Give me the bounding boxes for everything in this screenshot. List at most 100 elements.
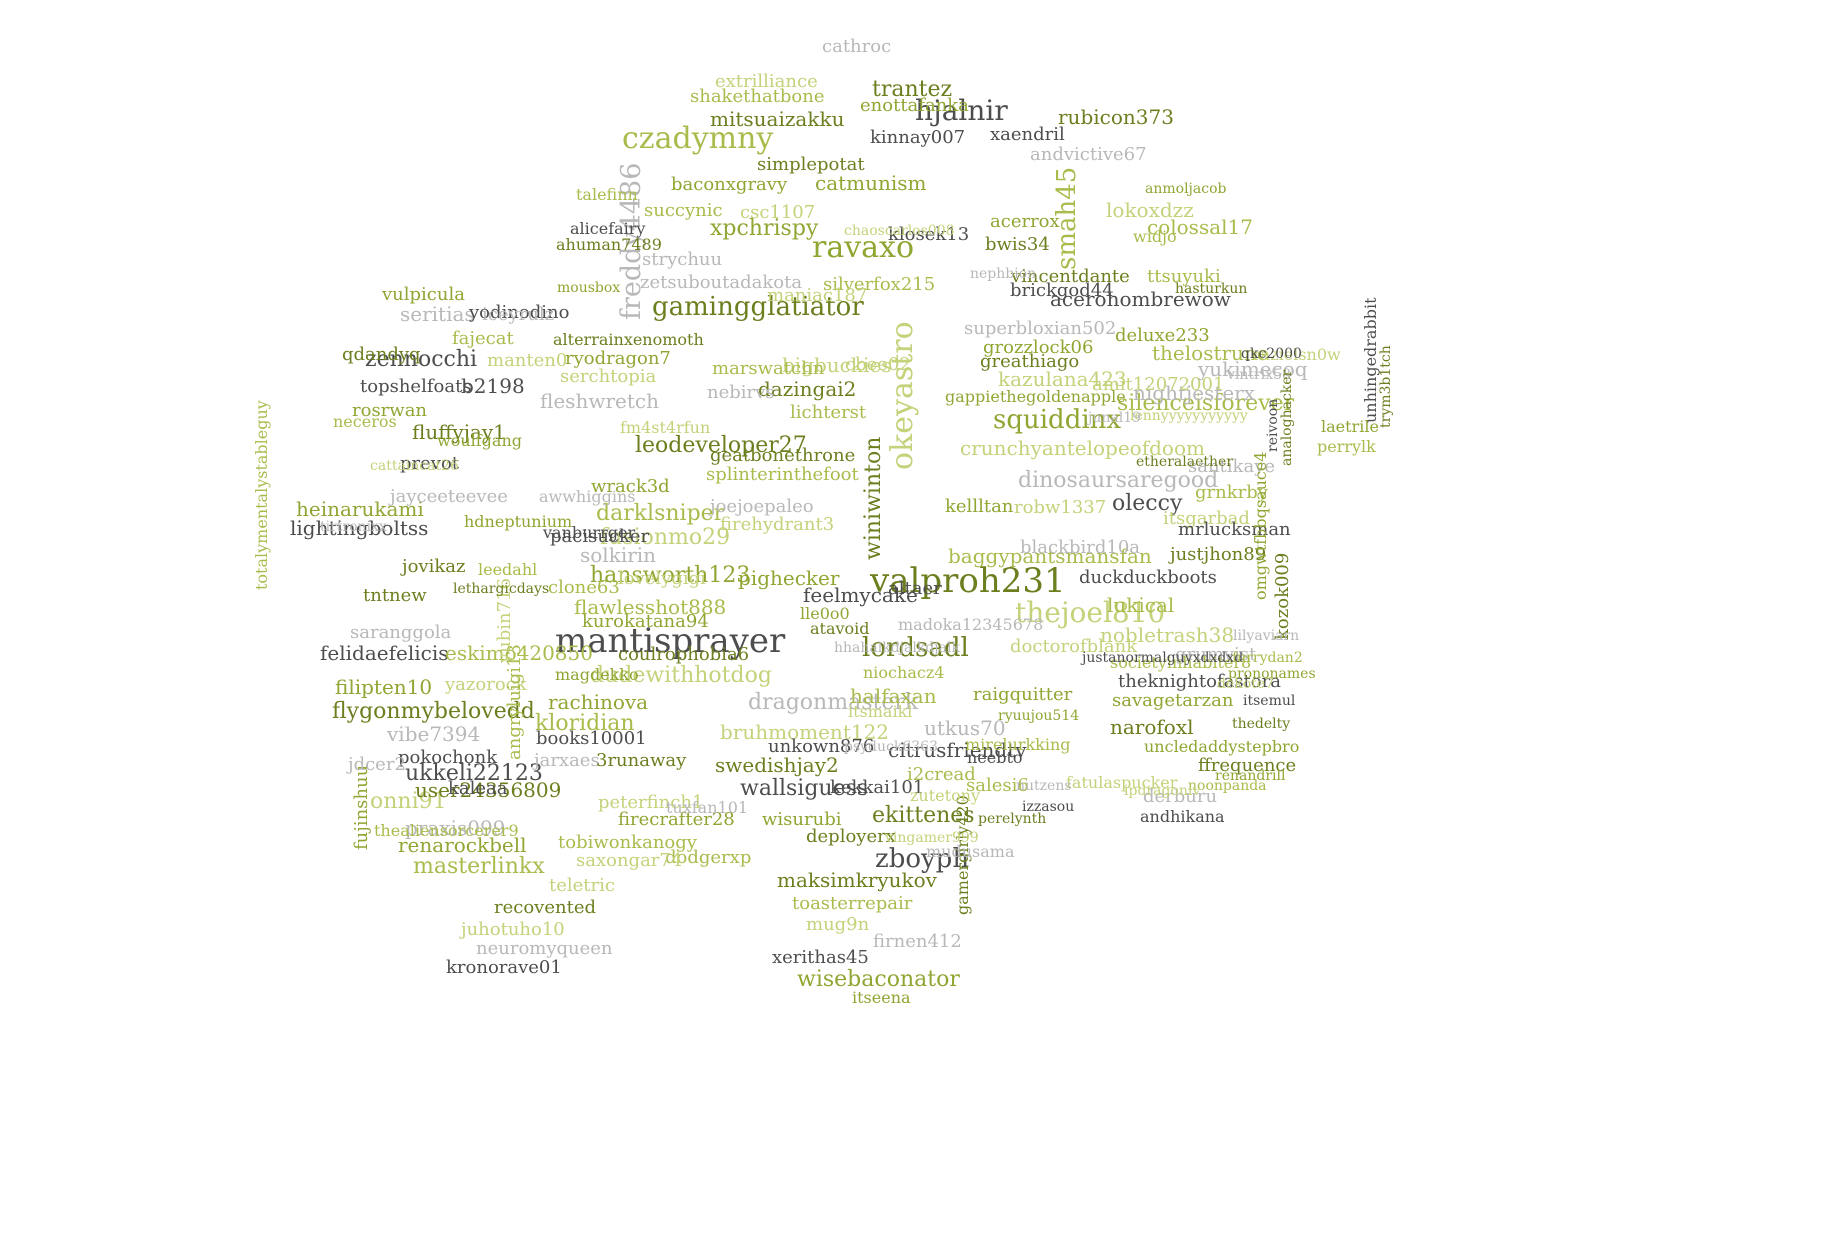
cloud-word: fm4st4rfun xyxy=(620,418,710,437)
cloud-word: filipten10 xyxy=(335,675,432,699)
cloud-word: lennyyyyyyyyyyy xyxy=(1130,408,1248,424)
cloud-word: pacisucker xyxy=(550,526,650,547)
cloud-word: junal19 xyxy=(1086,410,1141,426)
cloud-word: valproh231 xyxy=(869,561,1066,601)
cloud-word: kronorave01 xyxy=(446,957,562,978)
cloud-word: klosek13 xyxy=(888,224,969,245)
cloud-word: simplepotat xyxy=(757,154,865,175)
cloud-word: mudusama xyxy=(926,842,1015,861)
cloud-word: czadymny xyxy=(622,121,773,156)
cloud-word: teletric xyxy=(549,875,615,896)
cloud-word: unkown876 xyxy=(768,736,874,757)
cloud-word: heinarukami xyxy=(296,497,424,521)
cloud-word: bruhmoment122 xyxy=(720,720,889,744)
cloud-word: leodeveloper27 xyxy=(635,433,807,458)
cloud-word: renarockbell xyxy=(398,833,527,857)
cloud-word: cbee02 xyxy=(845,354,911,375)
cloud-word: zboyph xyxy=(875,844,969,874)
cloud-word: darklsniper xyxy=(596,501,725,526)
cloud-word: csc1107 xyxy=(740,202,815,223)
cloud-word: grnkrby xyxy=(1195,482,1269,503)
cloud-word: amit12072001 xyxy=(1092,374,1224,395)
cloud-word: mousbox xyxy=(557,280,620,296)
cloud-word: tntnew xyxy=(363,585,427,606)
cloud-word: reivoon xyxy=(1265,399,1281,452)
cloud-word: izzasou xyxy=(1022,799,1074,815)
cloud-word: lovelygigi xyxy=(618,568,706,589)
cloud-word: superbloxian502 xyxy=(964,318,1116,339)
cloud-word: rubicon373 xyxy=(1058,105,1174,129)
cloud-word: ffrequence xyxy=(1198,755,1296,776)
cloud-word: ryuujou514 xyxy=(998,708,1079,724)
cloud-word: tuxfan101 xyxy=(666,798,748,817)
cloud-word: blackbird10a xyxy=(1020,537,1140,558)
cloud-word: lukical xyxy=(1107,593,1174,617)
cloud-word: salesi6 xyxy=(966,775,1029,796)
cloud-word: brickgod44 xyxy=(1010,280,1114,301)
cloud-word: feelmycake xyxy=(803,583,918,607)
cloud-word: 3runaway xyxy=(596,750,687,771)
cloud-word: wallsiguess xyxy=(740,776,868,801)
cloud-word: duckduckboots xyxy=(1079,567,1217,588)
cloud-word: mug9n xyxy=(806,914,870,935)
cloud-word: oleccy xyxy=(1112,491,1183,516)
cloud-word: ahuman7489 xyxy=(556,235,662,254)
cloud-word: firnen412 xyxy=(873,931,962,952)
cloud-word: madoka12345678 xyxy=(898,615,1043,634)
cloud-word: acerohombrewow xyxy=(1050,287,1231,311)
cloud-word: masterlinkx xyxy=(413,854,545,879)
cloud-word: grumvist xyxy=(1175,644,1257,665)
cloud-word: vanburrger xyxy=(542,523,635,542)
cloud-word: kloridian xyxy=(535,711,635,736)
cloud-word: chaoscarlos008 xyxy=(844,223,955,239)
cloud-word: saranggola xyxy=(350,622,452,643)
cloud-word: ravaxo xyxy=(812,230,914,265)
cloud-word: seritias xyxy=(400,302,475,326)
cloud-word: marswatchn xyxy=(712,358,825,379)
cloud-word: flawlesshot888 xyxy=(574,595,726,619)
cloud-word: xaendril xyxy=(990,124,1065,145)
cloud-word: vulpicula xyxy=(381,284,465,305)
cloud-word: anmoljacob xyxy=(1145,181,1227,197)
cloud-word: thejoel810 xyxy=(1015,596,1165,629)
cloud-word: zutetony xyxy=(910,786,980,805)
cloud-word: xpchrispy xyxy=(710,216,819,241)
cloud-word: flygonmybelovedd xyxy=(332,699,535,724)
cloud-word: serchtopia xyxy=(560,366,657,387)
cloud-word: nutzens xyxy=(1016,778,1072,794)
cloud-word: strychuu xyxy=(642,249,722,270)
cloud-word: neebto xyxy=(967,748,1023,767)
cloud-word: totalymentalystableguy xyxy=(252,400,271,590)
cloud-word: fatulaspucker xyxy=(1066,773,1178,792)
cloud-word: wrack3d xyxy=(591,476,670,497)
cloud-word: analoghacker xyxy=(1279,369,1295,466)
cloud-word: mitsuaizakku xyxy=(710,107,845,131)
cloud-word: fusionmo29 xyxy=(600,525,730,550)
cloud-word: bigbuckies xyxy=(782,353,892,377)
cloud-word: kozok009 xyxy=(1272,553,1293,640)
cloud-word: noonpanda xyxy=(1188,778,1267,794)
cloud-word: hjalnir xyxy=(915,94,1008,127)
cloud-word: praxis099 xyxy=(405,816,505,840)
cloud-word: dekote7 xyxy=(1217,676,1274,692)
cloud-word: yodinodino xyxy=(468,302,569,323)
cloud-word: leedahl xyxy=(478,560,537,579)
cloud-word: zennocchi xyxy=(365,347,477,372)
cloud-word: gamergirly420 xyxy=(953,795,972,915)
cloud-word: perrylk xyxy=(1317,437,1376,456)
cloud-word: dodgerxp xyxy=(665,847,751,868)
cloud-word: lightingboltss xyxy=(290,516,428,540)
cloud-word: ipdragoniv xyxy=(1124,783,1200,799)
cloud-word: fujinshuu xyxy=(351,765,372,850)
cloud-word: kurokatana94 xyxy=(582,611,709,632)
cloud-word: savagetarzan xyxy=(1112,690,1234,711)
cloud-word: acerrox xyxy=(990,211,1060,232)
cloud-word: justanormalguyxdxdxd xyxy=(1080,650,1243,666)
cloud-word: swedishjay2 xyxy=(715,753,839,777)
cloud-word: ekittenes xyxy=(872,803,975,828)
cloud-word: eskimo420850 xyxy=(445,641,593,665)
cloud-word: kaleaa xyxy=(448,778,508,799)
cloud-word: coulrophobia6 xyxy=(618,644,749,665)
cloud-word: peterfinch1 xyxy=(598,792,703,813)
cloud-word: fajecat xyxy=(452,328,514,349)
